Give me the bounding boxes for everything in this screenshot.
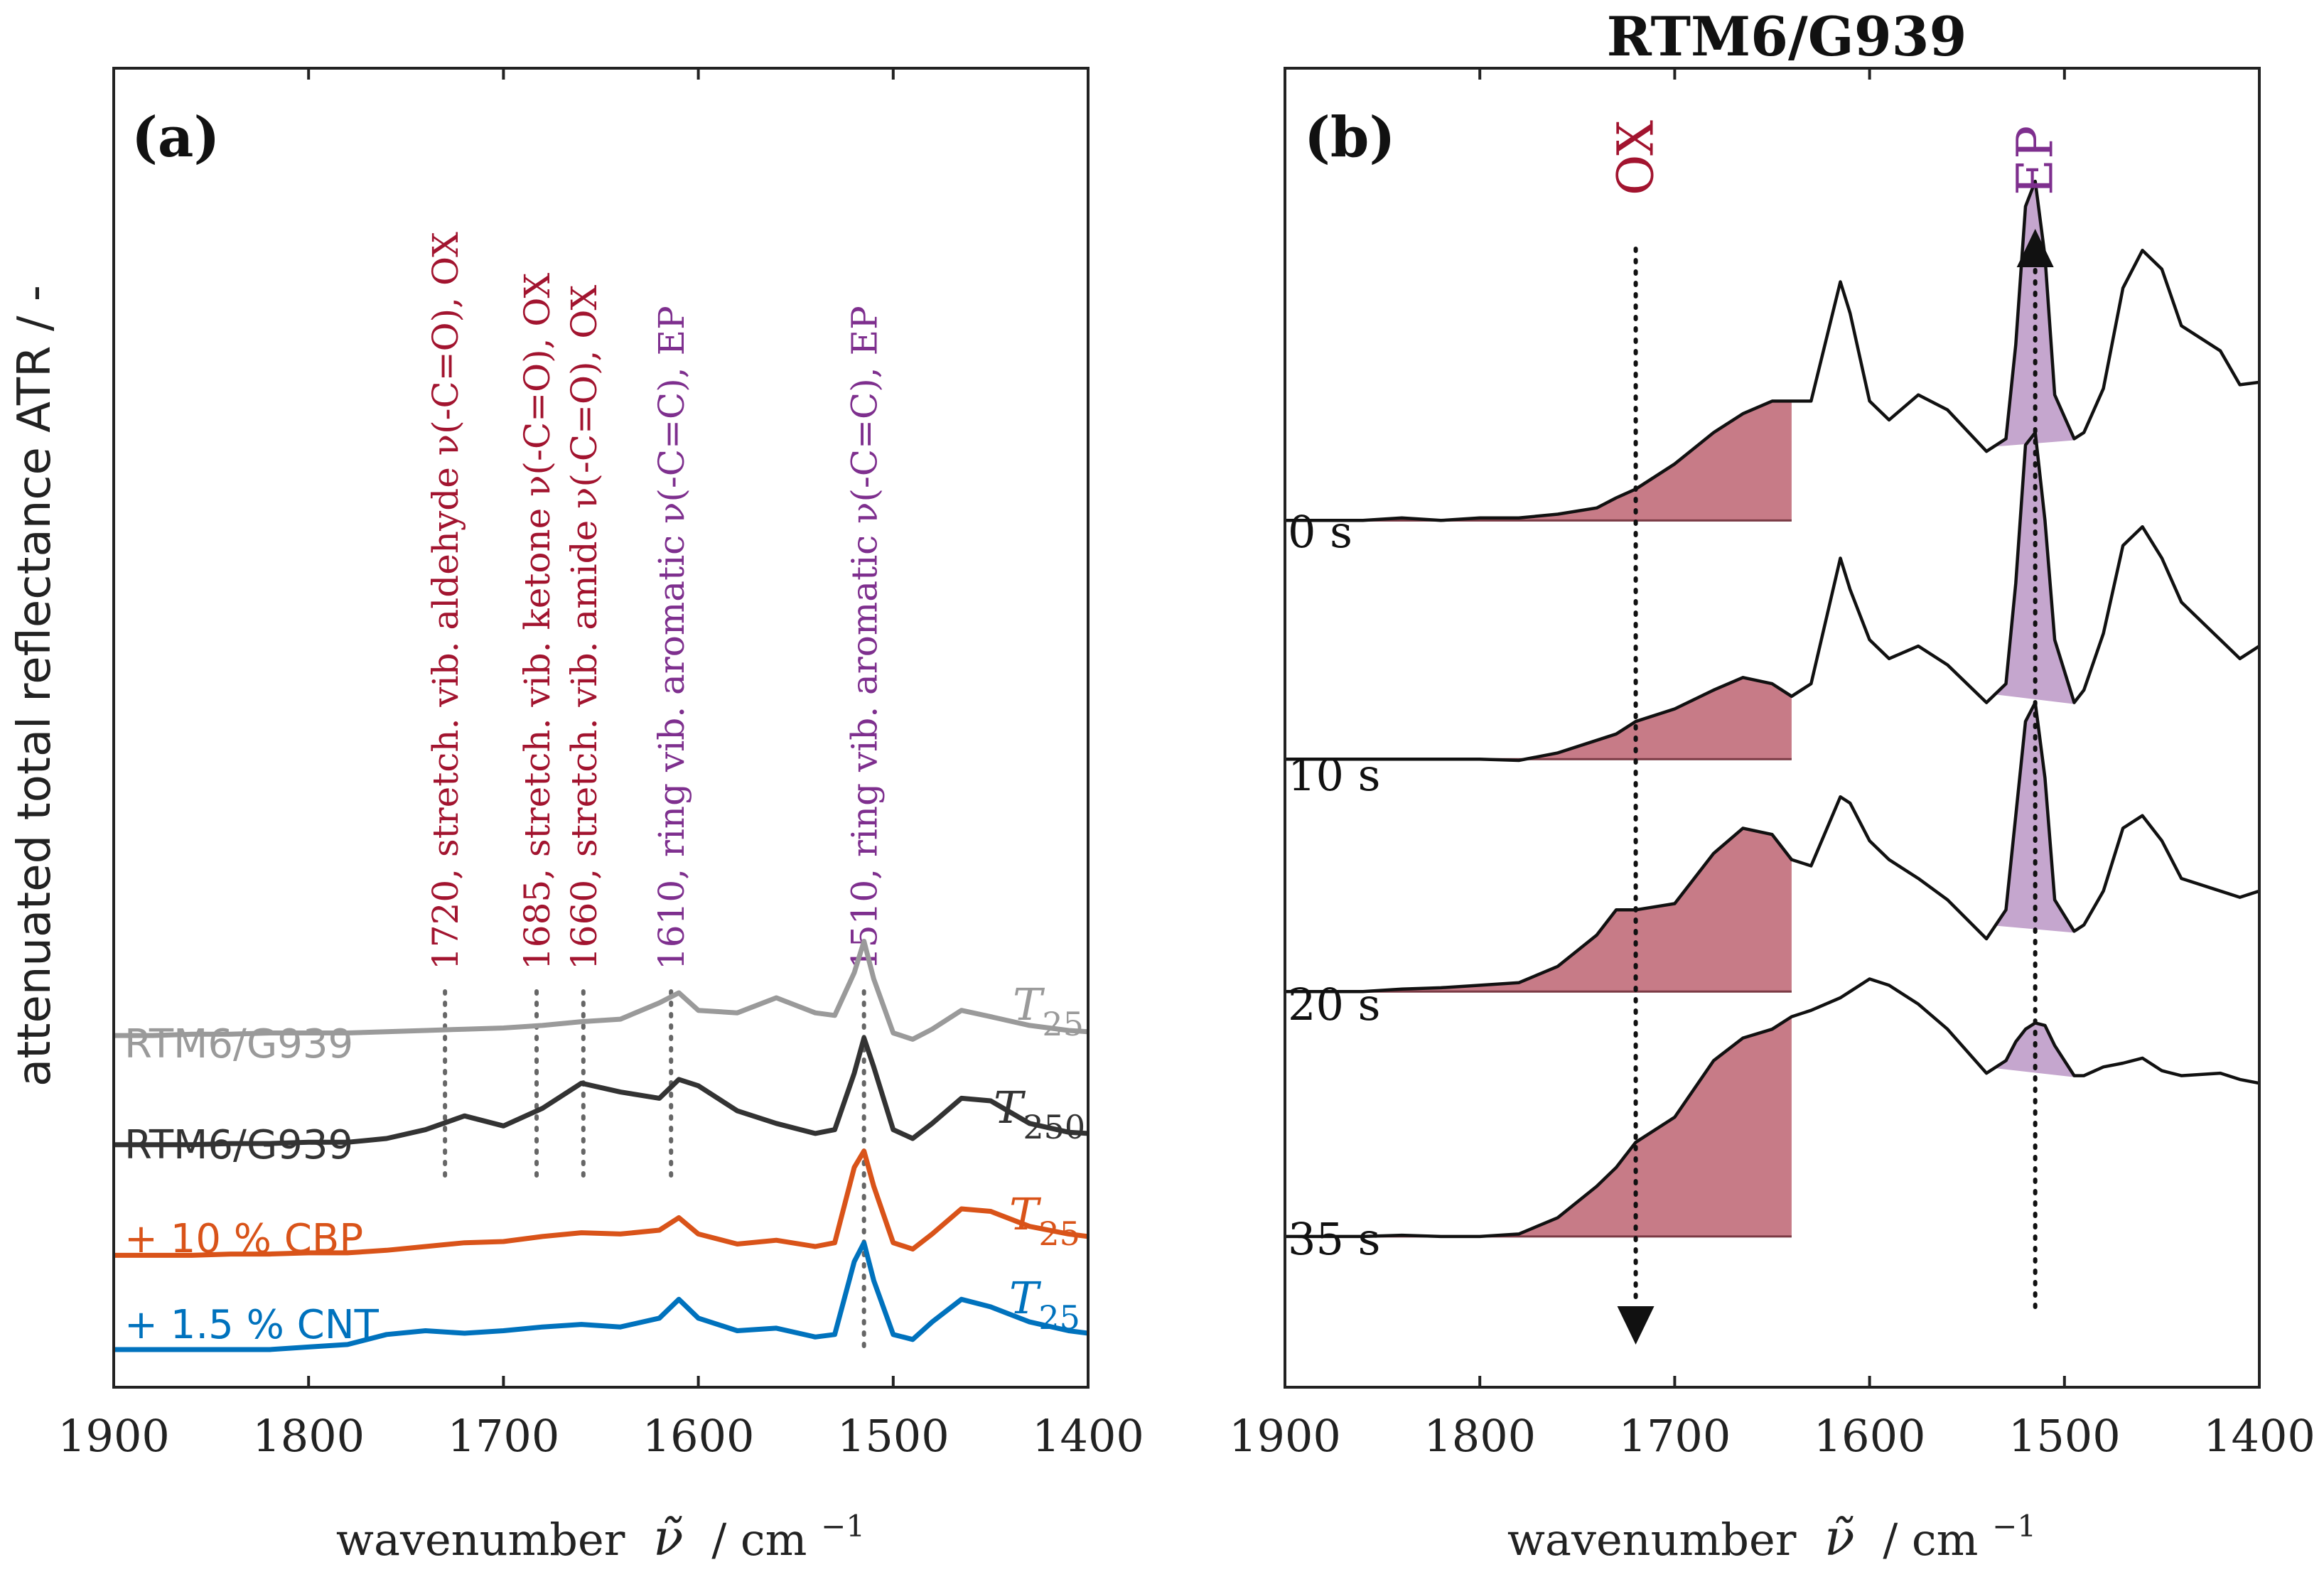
series-line: [114, 1240, 1089, 1352]
x-tick-label: 1400: [2203, 1410, 2315, 1462]
legend-series-name: RTM6/G939: [124, 1021, 353, 1067]
legend-temperature: T25: [1009, 1272, 1080, 1337]
legend-series-name: + 1.5 % CNT: [124, 1302, 380, 1348]
x-tick-label: 1800: [252, 1410, 365, 1462]
x-axis-label-prefix: wavenumber: [336, 1514, 625, 1566]
annotation-label: 1720, stretch. vib. aldehyde ν(-C=O), OX: [425, 232, 466, 970]
x-tick-label: 1800: [1424, 1410, 1536, 1462]
ox-band-fill: [1285, 677, 1792, 760]
panel-b-curves: [1285, 179, 2261, 1239]
temperature-subscript: 25: [1038, 1215, 1080, 1253]
panel-a-frame: [112, 67, 1090, 1389]
ox-band-fill: [1285, 401, 1792, 521]
ox-label: OX: [1607, 120, 1665, 195]
panel-b-frame: [1284, 67, 2261, 1389]
annotation-label: 1660, stretch. vib. amide ν(-C=O), OX: [564, 285, 605, 970]
x-axis-label-unit-exp: −1: [821, 1509, 865, 1544]
ep-band-baseline: [1996, 691, 2075, 704]
annotation-label: 1510, ring vib. aromatic ν(-C=C), EP: [844, 306, 886, 970]
panel-a-label: (a): [131, 105, 220, 170]
panel-a-x-ticks: 1900 1800 1700 1600 1500 1400: [58, 68, 1144, 1462]
series-line: [114, 1035, 1089, 1148]
x-tick-label: 1900: [1229, 1410, 1341, 1462]
ox-band-fill: [1285, 828, 1792, 992]
ep-label: EP: [2006, 126, 2065, 195]
x-axis-label-prefix: wavenumber: [1507, 1514, 1797, 1566]
series-line: [1285, 431, 2261, 763]
x-tick-label: 1600: [642, 1410, 755, 1462]
time-label: 10 s: [1288, 749, 1380, 801]
ep-band-baseline: [1996, 1065, 2075, 1077]
x-tick-label: 1400: [1032, 1410, 1144, 1462]
temperature-subscript: 25: [1038, 1298, 1080, 1337]
series-line: [114, 939, 1089, 1042]
time-label: 20 s: [1288, 979, 1380, 1030]
time-label: 0 s: [1288, 506, 1352, 558]
annotation-label: 1610, ring vib. aromatic ν(-C=C), EP: [651, 306, 692, 970]
series-line: [1285, 179, 2260, 522]
x-axis-label-unit-exp: −1: [1992, 1509, 2036, 1544]
panel-b-label: (b): [1304, 105, 1395, 170]
legend-series-name: + 10 % CBP: [124, 1216, 363, 1262]
temperature-symbol: T: [1009, 1272, 1042, 1324]
x-axis-label-symbol: ν̃: [653, 1509, 684, 1567]
x-tick-label: 1500: [2008, 1410, 2121, 1462]
time-label: 35 s: [1288, 1213, 1380, 1265]
x-tick-label: 1700: [1619, 1410, 1731, 1462]
annotation-label: 1685, stretch. vib. ketone ν(-C=O), OX: [517, 272, 558, 970]
legend-temperature: T25: [1013, 979, 1084, 1043]
legend-series-name: RTM6/G939: [124, 1122, 353, 1168]
ep-band-fill: [1996, 181, 2075, 446]
x-axis-label-symbol: ν̃: [1824, 1509, 1855, 1567]
series-line: [114, 1148, 1089, 1258]
temperature-symbol: T: [1013, 979, 1045, 1030]
legend-temperature: T250: [994, 1082, 1085, 1146]
panel-a-x-axis-label: wavenumber ν̃ / cm −1: [336, 1509, 865, 1567]
ox-arrow-head-down: [1617, 1306, 1655, 1345]
series-line: [1285, 701, 2260, 994]
panel-b-shaded-bands: [1285, 181, 2075, 1238]
panel-b-title: RTM6/G939: [1607, 5, 1967, 68]
temperature-symbol: T: [1009, 1188, 1042, 1240]
panel-a: 1720, stretch. vib. aldehyde ν(-C=O), OX…: [58, 67, 1144, 1567]
panel-b-markers: OX EP: [1607, 120, 2065, 1345]
panel-b-x-axis-label: wavenumber ν̃ / cm −1: [1507, 1509, 2036, 1567]
temperature-subscript: 250: [1023, 1108, 1085, 1146]
x-tick-label: 1900: [58, 1410, 170, 1462]
x-axis-label-unit: / cm: [1883, 1514, 1978, 1566]
series-line: [1285, 977, 2260, 1239]
panel-b-time-labels: 0 s 10 s 20 s 35 s: [1288, 506, 1380, 1265]
panel-b-x-ticks: 1900 1800 1700 1600 1500 1400: [1229, 68, 2315, 1462]
x-tick-label: 1600: [1814, 1410, 1926, 1462]
ep-band-fill: [1996, 1023, 2075, 1076]
panel-a-annotations: 1720, stretch. vib. aldehyde ν(-C=O), OX…: [425, 232, 886, 1356]
x-tick-label: 1500: [837, 1410, 949, 1462]
panel-b: RTM6/G939 OX EP 0 s10 s20 s35 s 1900 1800 1…: [1229, 5, 2315, 1567]
temperature-symbol: T: [994, 1082, 1026, 1134]
ox-band-fill: [1285, 1016, 1792, 1237]
legend-temperature: T25: [1009, 1188, 1080, 1253]
ep-arrow-head-up: [2016, 229, 2054, 267]
temperature-subscript: 25: [1042, 1005, 1084, 1043]
panel-a-curves: [114, 939, 1089, 1352]
y-axis-label: attenuated total reflectance ATR / -: [9, 285, 61, 1087]
x-tick-label: 1700: [448, 1410, 560, 1462]
x-axis-label-unit: / cm: [711, 1514, 807, 1566]
